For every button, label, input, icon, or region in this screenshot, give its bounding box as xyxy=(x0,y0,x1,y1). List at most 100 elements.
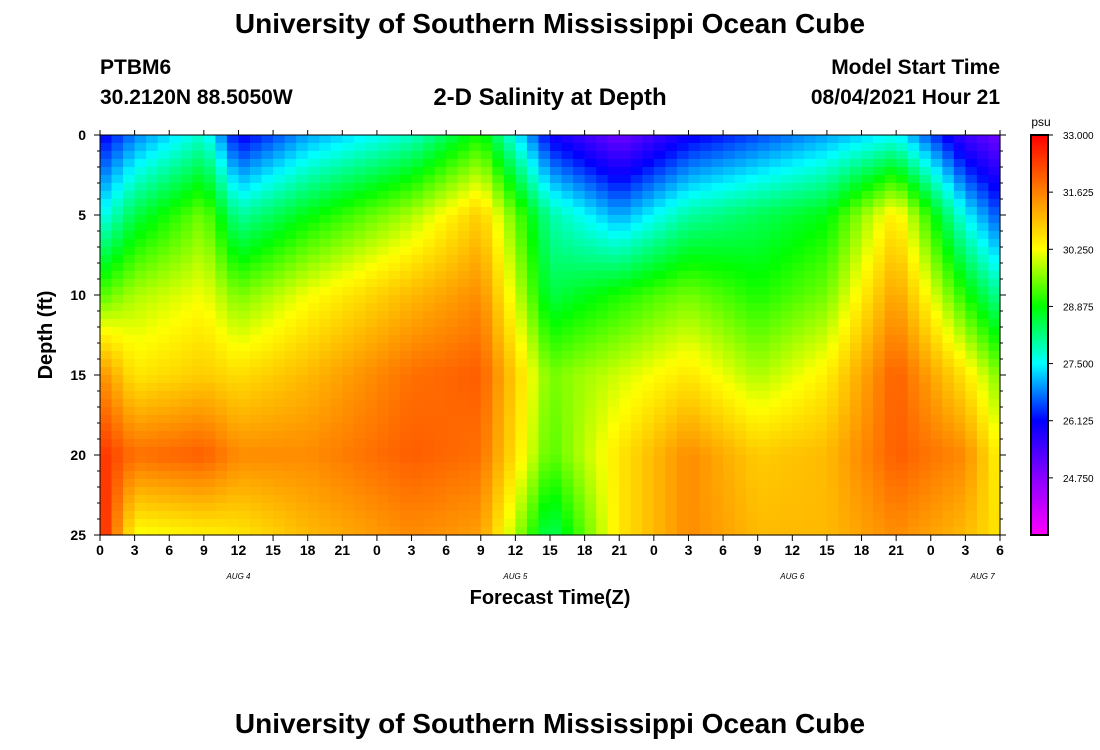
heatmap-cell xyxy=(273,495,286,504)
heatmap-cell xyxy=(273,183,286,192)
heatmap-cell xyxy=(792,495,805,504)
heatmap-cell xyxy=(400,319,413,328)
heatmap-cell xyxy=(965,143,978,152)
heatmap-cell xyxy=(665,471,678,480)
heatmap-cell xyxy=(342,399,355,408)
heatmap-cell xyxy=(203,463,216,472)
heatmap-cell xyxy=(780,231,793,240)
heatmap-cell xyxy=(411,383,424,392)
heatmap-cell xyxy=(850,271,863,280)
heatmap-cell xyxy=(573,255,586,264)
heatmap-cell xyxy=(746,527,759,536)
heatmap-cell xyxy=(607,215,620,224)
heatmap-cell xyxy=(573,247,586,256)
heatmap-cell xyxy=(688,447,701,456)
heatmap-cell xyxy=(942,503,955,512)
heatmap-cell xyxy=(538,383,551,392)
heatmap-cell xyxy=(480,231,493,240)
heatmap-cell xyxy=(515,479,528,488)
heatmap-cell xyxy=(573,391,586,400)
heatmap-cell xyxy=(100,279,113,288)
heatmap-cell xyxy=(619,255,632,264)
heatmap-cell xyxy=(988,199,1001,208)
heatmap-cell xyxy=(353,439,366,448)
heatmap-cell xyxy=(665,263,678,272)
heatmap-cell xyxy=(307,471,320,480)
heatmap-cell xyxy=(434,343,447,352)
heatmap-cell xyxy=(526,519,540,528)
heatmap-cell xyxy=(526,383,540,392)
heatmap-cell xyxy=(434,479,447,488)
heatmap-cell xyxy=(261,239,274,248)
heatmap-cell xyxy=(642,279,655,288)
heatmap-cell xyxy=(330,351,343,360)
heatmap-cell xyxy=(792,279,805,288)
heatmap-cell xyxy=(434,503,447,512)
heatmap-cell xyxy=(907,135,920,144)
heatmap-cell xyxy=(769,367,782,376)
heatmap-cell xyxy=(307,399,320,408)
heatmap-cell xyxy=(434,367,447,376)
heatmap-cell xyxy=(596,503,609,512)
heatmap-cell xyxy=(365,503,378,512)
heatmap-cell xyxy=(734,207,747,216)
heatmap-cell xyxy=(723,479,736,488)
heatmap-cell xyxy=(169,511,182,520)
heatmap-cell xyxy=(976,263,990,272)
heatmap-cell xyxy=(307,311,320,320)
heatmap-cell xyxy=(284,319,297,328)
heatmap-cell xyxy=(976,367,990,376)
heatmap-cell xyxy=(423,415,436,424)
heatmap-cell xyxy=(319,207,332,216)
heatmap-cell xyxy=(723,183,736,192)
heatmap-cell xyxy=(711,471,724,480)
heatmap-cell xyxy=(596,463,609,472)
heatmap-cell xyxy=(226,295,240,304)
heatmap-cell xyxy=(134,407,147,416)
heatmap-cell xyxy=(215,519,228,528)
heatmap-cell xyxy=(769,231,782,240)
heatmap-cell xyxy=(538,255,551,264)
heatmap-cell xyxy=(653,271,666,280)
heatmap-cell xyxy=(296,343,309,352)
heatmap-cell xyxy=(838,239,851,248)
heatmap-cell xyxy=(665,135,678,144)
heatmap-cell xyxy=(838,495,851,504)
heatmap-cell xyxy=(376,311,390,320)
heatmap-cell xyxy=(826,311,840,320)
heatmap-cell xyxy=(561,287,574,296)
heatmap-cell xyxy=(584,167,597,176)
heatmap-cell xyxy=(711,191,724,200)
heatmap-cell xyxy=(734,295,747,304)
heatmap-cell xyxy=(607,303,620,312)
heatmap-cell xyxy=(550,415,563,424)
heatmap-cell xyxy=(642,231,655,240)
heatmap-cell xyxy=(226,223,240,232)
heatmap-cell xyxy=(446,335,459,344)
heatmap-cell xyxy=(273,319,286,328)
heatmap-cell xyxy=(480,447,493,456)
heatmap-cell xyxy=(273,423,286,432)
heatmap-cell xyxy=(111,199,124,208)
heatmap-cell xyxy=(861,231,874,240)
heatmap-cell xyxy=(307,479,320,488)
heatmap-cell xyxy=(250,255,263,264)
heatmap-cell xyxy=(319,431,332,440)
heatmap-cell xyxy=(700,343,713,352)
heatmap-cell xyxy=(192,311,205,320)
heatmap-cell xyxy=(423,351,436,360)
heatmap-cell xyxy=(284,207,297,216)
heatmap-cell xyxy=(619,223,632,232)
heatmap-cell xyxy=(284,135,297,144)
heatmap-cell xyxy=(250,463,263,472)
heatmap-cell xyxy=(711,407,724,416)
heatmap-cell xyxy=(550,335,563,344)
heatmap-cell xyxy=(111,183,124,192)
heatmap-cell xyxy=(400,471,413,480)
heatmap-cell xyxy=(226,263,240,272)
heatmap-cell xyxy=(630,415,643,424)
heatmap-cell xyxy=(607,407,620,416)
heatmap-cell xyxy=(273,407,286,416)
heatmap-cell xyxy=(826,223,840,232)
heatmap-cell xyxy=(134,383,147,392)
